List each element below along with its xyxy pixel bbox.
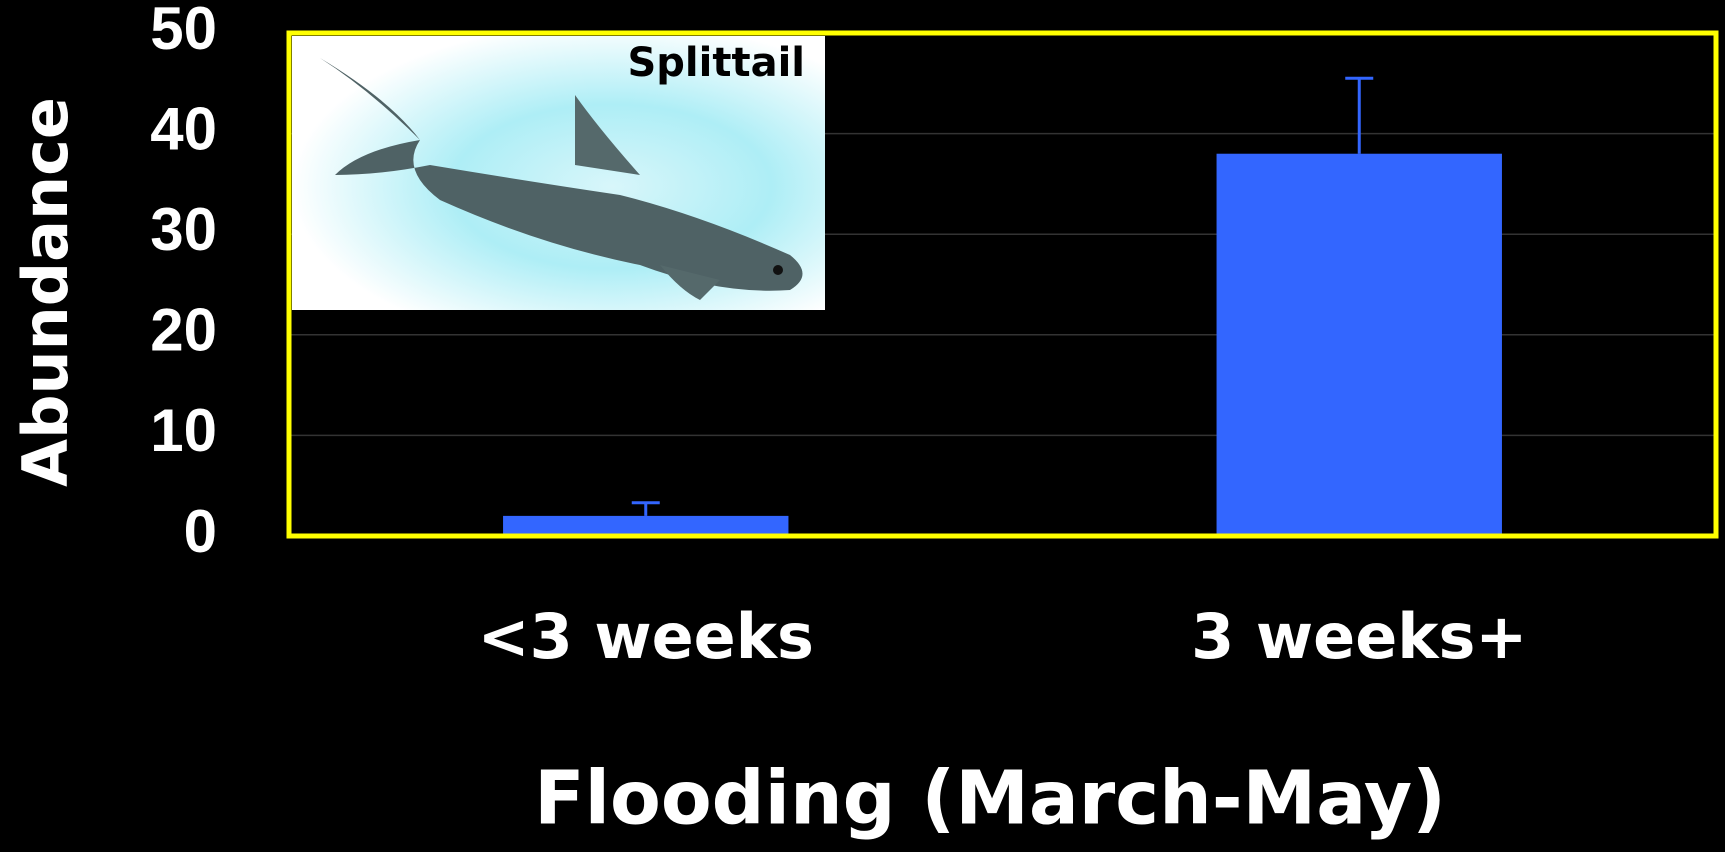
y-tick-label: 40 xyxy=(150,95,217,162)
bar xyxy=(503,516,788,536)
fish-eye xyxy=(773,265,783,275)
chart: Splittail Abundance Flooding (March-May)… xyxy=(0,0,1725,852)
x-axis-title: Flooding (March-May) xyxy=(534,756,1446,842)
bar xyxy=(1217,154,1502,536)
y-tick-label: 30 xyxy=(150,196,217,263)
inset-image: Splittail xyxy=(292,36,825,310)
x-tick-label: <3 weeks xyxy=(478,600,814,673)
x-tick-label: 3 weeks+ xyxy=(1191,600,1527,673)
y-tick-label: 20 xyxy=(150,297,217,364)
y-tick-label: 0 xyxy=(184,498,217,565)
y-axis-title: Abundance xyxy=(9,97,82,487)
y-tick-label: 10 xyxy=(150,397,217,464)
annotation: Splittail xyxy=(627,40,805,86)
y-tick-label: 50 xyxy=(150,0,217,62)
